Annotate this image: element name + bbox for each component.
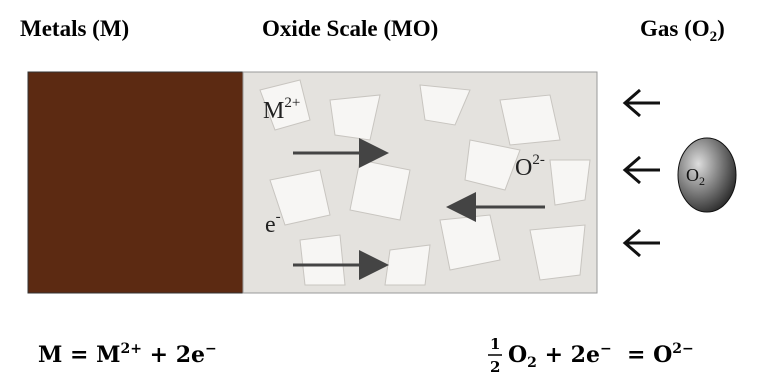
metal-block [28, 72, 243, 293]
right-equation-text: O2 + 2e− = O2− [508, 341, 694, 371]
left-equation: M = M2+ + 2e− [38, 341, 217, 368]
diagram: Metals (M) Oxide Scale (MO) Gas (O2) M2+… [0, 0, 772, 386]
oxide-header: Oxide Scale (MO) [262, 16, 438, 41]
right-equation: 1 2 O2 + 2e− = O2− [488, 335, 694, 376]
gas-arrows [625, 90, 660, 256]
fraction-denominator: 2 [490, 358, 500, 376]
metal-header: Metals (M) [20, 16, 129, 41]
gas-header: Gas (O2) [640, 16, 725, 45]
fraction-numerator: 1 [490, 335, 500, 353]
